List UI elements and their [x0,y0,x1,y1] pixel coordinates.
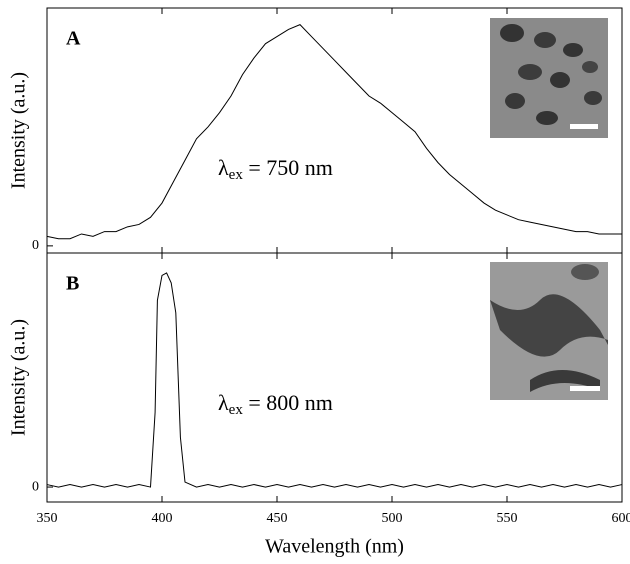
x-tick-label: 500 [382,511,403,526]
y-tick-label: 0 [32,238,39,253]
y-tick-label: 0 [32,479,39,494]
inset-a [490,18,608,138]
annotation: λex = 750 nm [218,155,333,183]
annotation: λex = 800 nm [218,390,333,418]
y-axis-label: Intensity (a.u.) [8,319,30,436]
annotation-symbol: λ [218,155,229,180]
spectrum-line [46,272,623,488]
x-tick-label: 600 [612,511,630,526]
annotation-symbol: λ [218,390,229,415]
y-axis-label: Intensity (a.u.) [8,72,30,189]
annotation-text: = 750 nm [243,155,333,180]
x-tick-label: 400 [152,511,173,526]
panel-label: A [66,28,81,50]
x-axis-label: Wavelength (nm) [265,536,404,558]
annotation-text: = 800 nm [243,390,333,415]
panel-label: B [66,273,79,295]
x-tick-label: 550 [497,511,518,526]
x-tick-label: 450 [267,511,288,526]
annotation-subscript: ex [229,402,244,418]
spectrum-line [46,24,622,240]
annotation-subscript: ex [229,167,244,183]
inset-b [490,262,608,400]
plot-frame [46,252,623,503]
x-tick-label: 350 [37,511,58,526]
